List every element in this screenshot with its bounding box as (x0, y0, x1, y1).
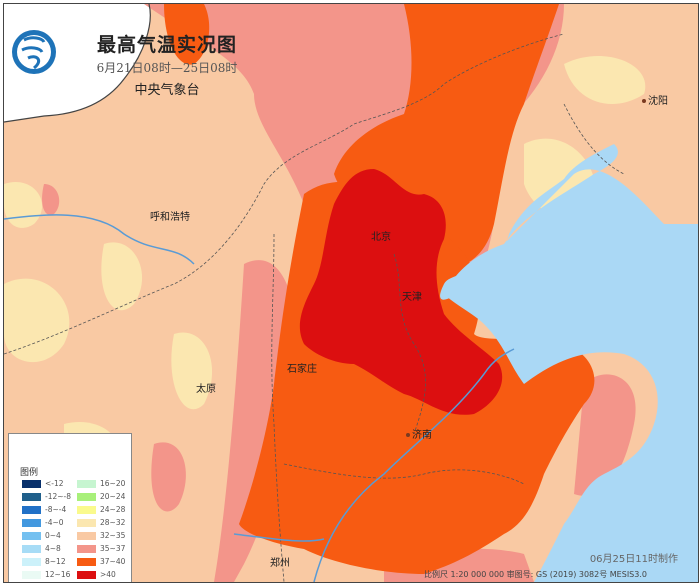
legend-swatch (22, 531, 41, 540)
cma-logo-icon (12, 30, 56, 74)
legend-item: 0~4 (22, 531, 61, 540)
map-title-block: 最高气温实况图 6月21日08时—25日08时 中央气象台 (82, 30, 252, 98)
sea (440, 144, 698, 582)
legend-label: 37~40 (100, 557, 126, 566)
legend-label: 16~20 (100, 479, 126, 488)
legend: 图例 <-12 -12~-8 -8~-4 -4~0 0~4 4~8 8~12 12~16 16~… (8, 433, 132, 582)
legend-item: <-12 (22, 479, 64, 488)
city-beijing: 北京 (371, 232, 391, 243)
legend-item: 37~40 (77, 557, 125, 566)
legend-item: 32~35 (77, 531, 125, 540)
legend-swatch (22, 492, 41, 501)
legend-label: >40 (100, 570, 116, 579)
legend-swatch (22, 570, 41, 579)
legend-label: 32~35 (100, 531, 126, 540)
city-dot (406, 433, 410, 437)
city-shenyang: 沈阳 (642, 92, 668, 107)
legend-label: 28~32 (100, 518, 126, 527)
city-shijiazhuang: 石家庄 (287, 364, 317, 375)
legend-label: 20~24 (100, 492, 126, 501)
legend-label: -8~-4 (45, 505, 67, 514)
legend-item: 24~28 (77, 505, 125, 514)
legend-label: 4~8 (45, 544, 61, 553)
legend-swatch (22, 505, 41, 514)
legend-swatch (77, 557, 96, 566)
map-agency: 中央气象台 (134, 83, 200, 98)
legend-label: <-12 (45, 479, 64, 488)
legend-label: 0~4 (45, 531, 61, 540)
legend-swatch (22, 557, 41, 566)
legend-item: -12~-8 (22, 492, 71, 501)
city-hohhot: 呼和浩特 (150, 212, 190, 223)
legend-label: 12~16 (45, 570, 71, 579)
legend-label: -12~-8 (45, 492, 72, 501)
legend-label: 8~12 (45, 557, 66, 566)
city-jinan: 济南 (406, 426, 432, 441)
city-taiyuan: 太原 (196, 384, 216, 395)
legend-item: 16~20 (77, 479, 125, 488)
legend-swatch (22, 479, 41, 488)
footer-info: 比例尺 1:20 000 000 审图号: GS (2019) 3082号 ME… (424, 570, 647, 579)
legend-label: 35~37 (100, 544, 126, 553)
zone-above-40 (299, 169, 503, 415)
legend-item: 35~37 (77, 544, 125, 553)
border-outline (4, 4, 151, 123)
temperature-map: 最高气温实况图 6月21日08时—25日08时 中央气象台 沈阳 呼和浩特 北京… (3, 3, 699, 583)
province-boundaries (4, 33, 625, 582)
rivers (4, 214, 515, 582)
legend-item: 8~12 (22, 557, 66, 566)
legend-swatch (77, 544, 96, 553)
legend-swatch (77, 479, 96, 488)
city-tianjin: 天津 (402, 292, 422, 303)
legend-swatch (22, 544, 41, 553)
legend-swatch (77, 518, 96, 527)
legend-item: >40 (77, 570, 116, 579)
made-time: 06月25日11时制作 (589, 554, 678, 565)
legend-title: 图例 (20, 468, 39, 478)
legend-item: 20~24 (77, 492, 125, 501)
legend-item: 28~32 (77, 518, 125, 527)
legend-item: -4~0 (22, 518, 64, 527)
legend-swatch (77, 531, 96, 540)
map-period: 6月21日08时—25日08时 (96, 61, 238, 75)
legend-item: -8~-4 (22, 505, 66, 514)
legend-swatch (77, 570, 96, 579)
city-dot (642, 99, 646, 103)
map-canvas (4, 4, 698, 582)
legend-swatch (22, 518, 41, 527)
legend-swatch (77, 492, 96, 501)
legend-label: 24~28 (100, 505, 126, 514)
legend-item: 12~16 (22, 570, 70, 579)
legend-swatch (77, 505, 96, 514)
map-title: 最高气温实况图 (96, 34, 237, 56)
legend-item: 4~8 (22, 544, 61, 553)
legend-label: -4~0 (45, 518, 64, 527)
city-zhengzhou: 郑州 (270, 558, 290, 569)
